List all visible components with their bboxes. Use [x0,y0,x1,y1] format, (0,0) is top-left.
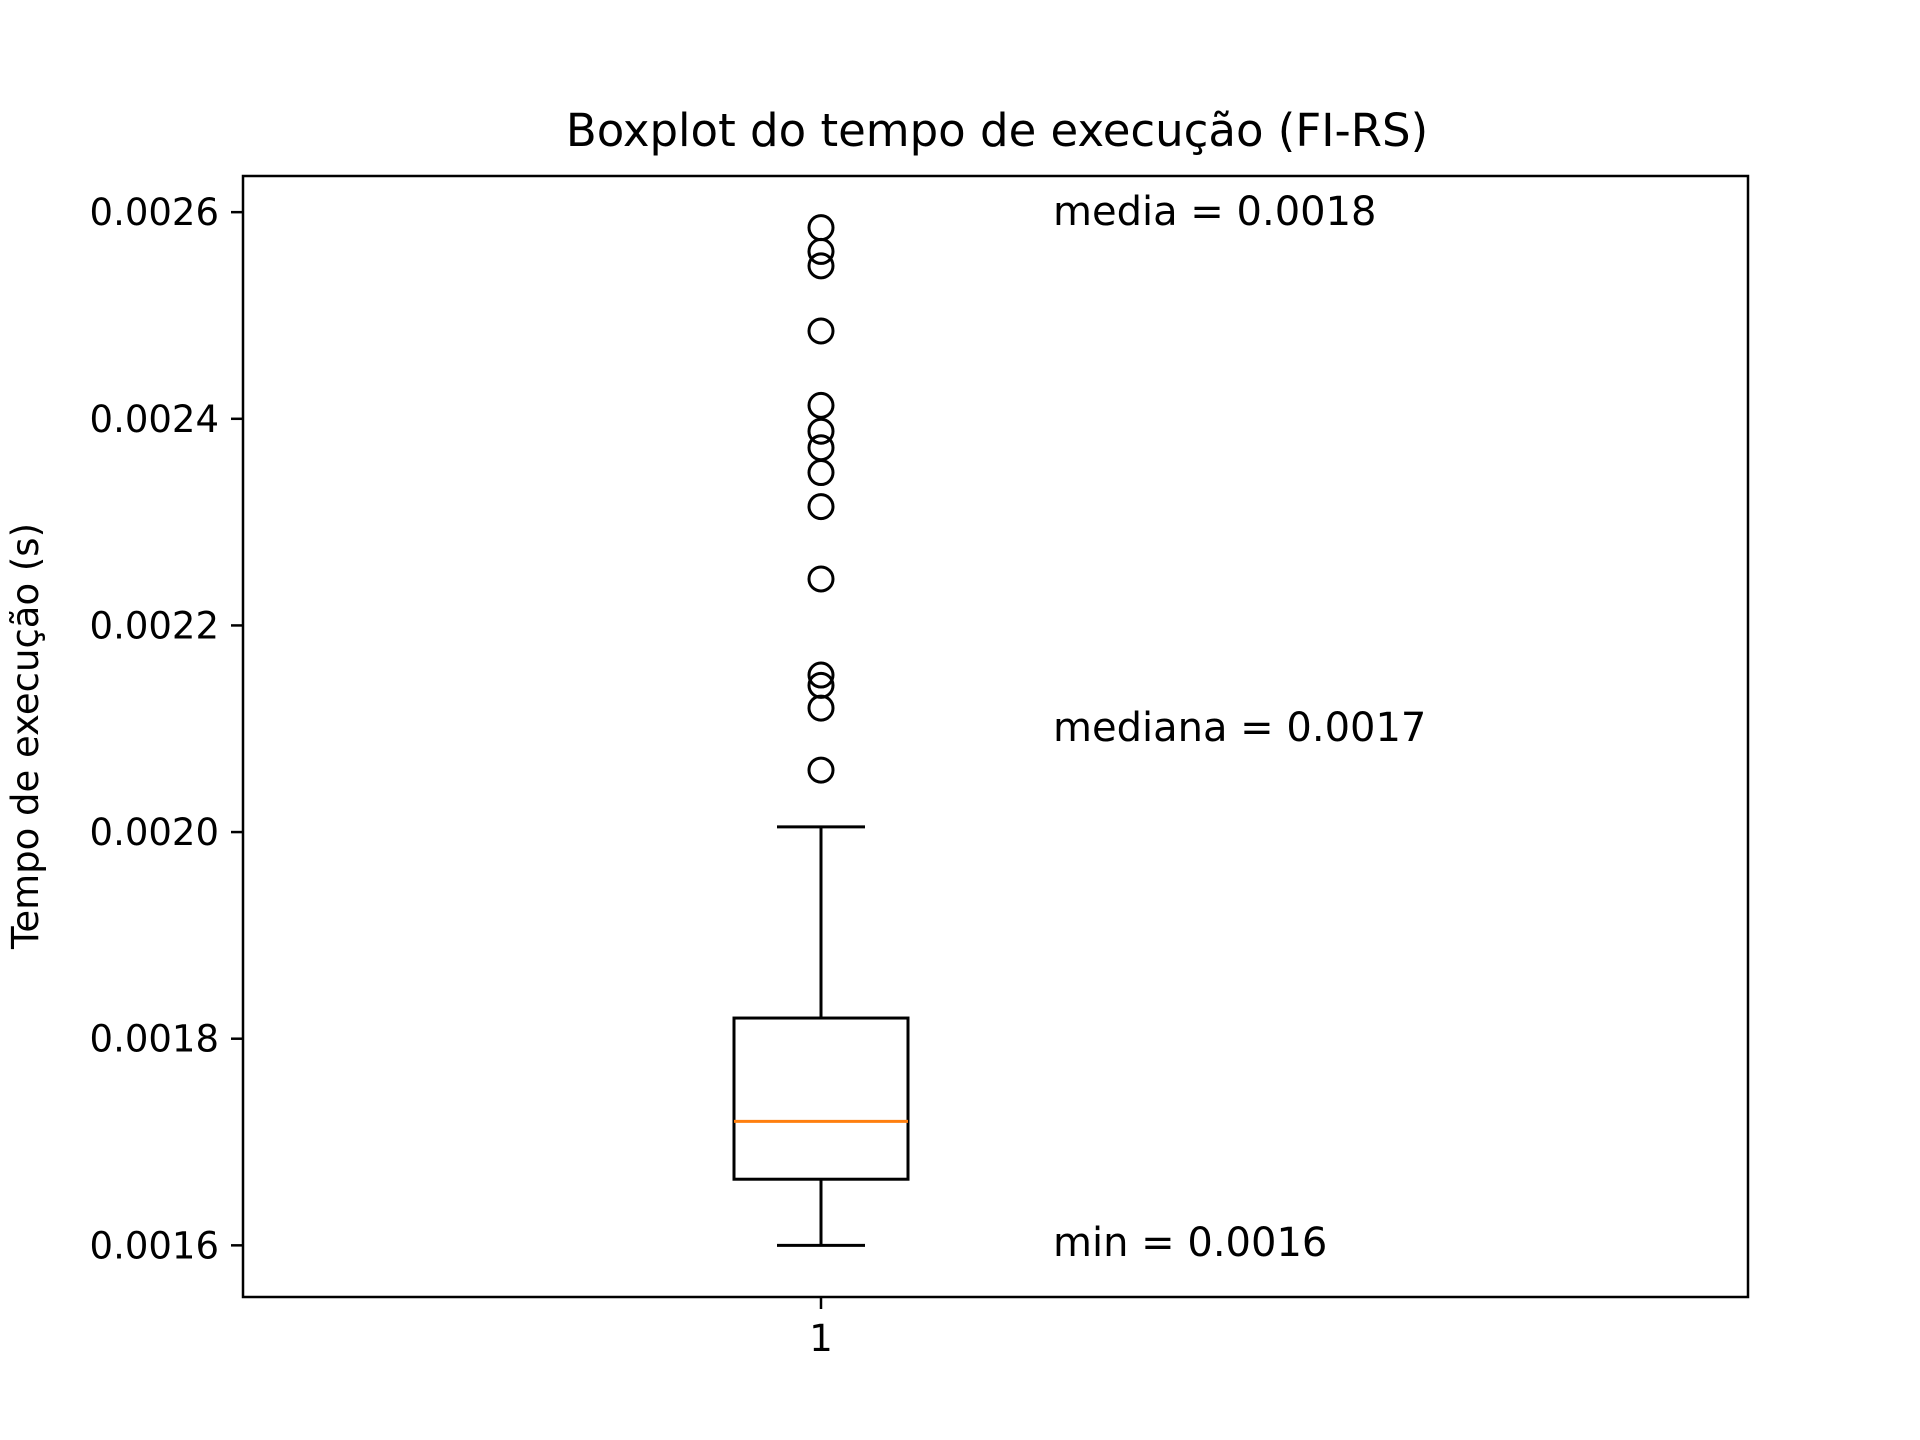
interquartile-box [732,1016,910,1181]
outlier-point [807,756,835,784]
plot-area-frame [241,174,1750,1299]
outlier-point [807,237,835,265]
outlier-point [807,493,835,521]
outlier-point [807,459,835,487]
outlier-point [807,694,835,722]
y-tick-label: 0.0020 [90,811,219,854]
chart-title: Boxplot do tempo de execução (FI-RS) [566,104,1428,157]
y-axis: 0.0016 0.0018 0.0020 0.0022 0.0024 0.0026 [90,191,243,1267]
y-tick-label: 0.0018 [90,1018,219,1061]
annotation-media: media = 0.0018 [1053,189,1377,235]
annotation-mediana: mediana = 0.0017 [1053,705,1426,751]
outlier-point [807,391,835,419]
y-tick-label: 0.0022 [90,604,219,647]
boxplot-series [732,825,910,1247]
outlier-point [807,252,835,280]
outlier-point [807,565,835,593]
y-axis-label: Tempo de execução (s) [4,523,47,950]
outlier-point [807,317,835,345]
outlier-point [807,214,835,242]
outlier-points [807,214,835,784]
x-tick-label: 1 [809,1317,833,1360]
y-tick-label: 0.0024 [90,398,219,441]
outlier-point [807,671,835,699]
x-axis: 1 [809,1297,833,1360]
annotation-min: min = 0.0016 [1053,1220,1327,1266]
outlier-point [807,417,835,445]
y-tick-label: 0.0016 [90,1224,219,1267]
outlier-point [807,434,835,462]
outlier-point [807,661,835,689]
y-tick-label: 0.0026 [90,191,219,234]
